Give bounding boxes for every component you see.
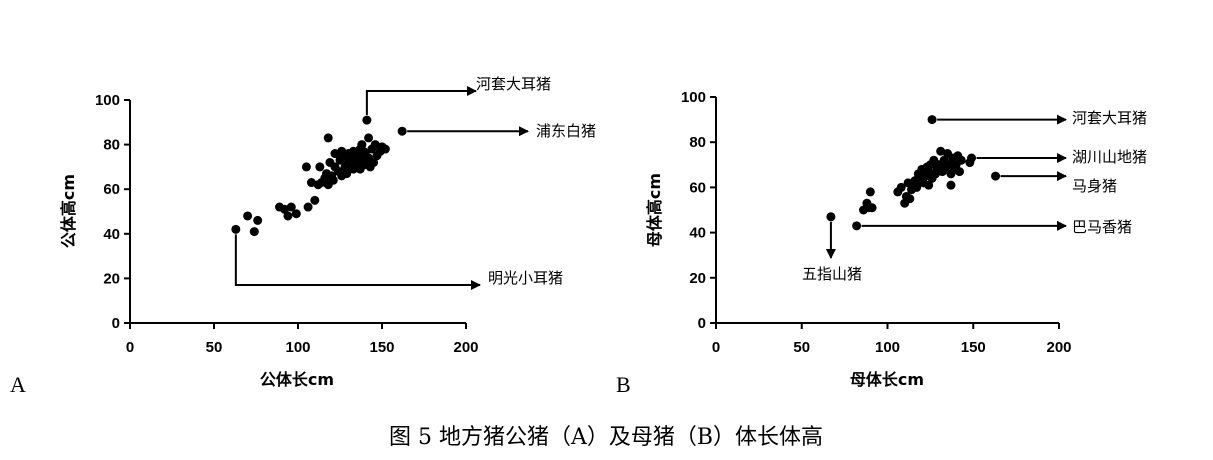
data-point [315, 162, 325, 172]
annotation-label: 巴马香猪 [1072, 218, 1132, 236]
data-point [956, 155, 966, 165]
data-point [342, 169, 352, 179]
x-tick-label: 100 [875, 339, 900, 356]
data-point [364, 133, 374, 143]
data-point [348, 164, 358, 174]
x-tick-label: 0 [712, 339, 720, 356]
data-point [924, 180, 934, 190]
y-tick-label: 20 [103, 270, 120, 287]
chart-a-axes: 0 50 100 150 200 0 20 40 60 80 100 [95, 92, 479, 356]
x-tick-label: 200 [1046, 339, 1071, 356]
annotation-label: 浦东白猪 [536, 122, 596, 140]
y-tick-label: 20 [689, 270, 706, 287]
data-point [231, 224, 241, 234]
data-point [286, 202, 296, 212]
x-tick-label: 150 [369, 339, 394, 356]
y-axis-title: 母体高cm [645, 173, 664, 247]
y-tick-label: 100 [681, 89, 706, 106]
y-tick-label: 40 [103, 226, 120, 243]
chart-b-points [826, 115, 1001, 231]
data-point [924, 167, 934, 177]
chart-a-points [231, 115, 407, 237]
x-axis-title: 母体长cm [850, 370, 924, 389]
annotation-arrow [234, 234, 481, 290]
chart-b-axes: 0 50 100 150 200 0 20 40 60 80 100 [681, 89, 1072, 356]
x-tick-label: 100 [285, 339, 310, 356]
x-axis-title: 公体长cm [260, 370, 334, 389]
data-point [249, 227, 259, 237]
data-point [912, 182, 922, 192]
data-point [927, 115, 937, 125]
data-point [303, 202, 313, 212]
data-point [369, 157, 379, 167]
chart-a-annotations: 河套大耳猪 浦东白猪 明光小耳猪 [234, 75, 596, 290]
panel-label-a: A [10, 372, 26, 397]
y-tick-label: 0 [698, 315, 706, 332]
data-point [310, 195, 320, 205]
chart-a: 0 50 100 150 200 0 20 40 60 80 100 河套大耳猪 浦东白猪 明光小耳… [10, 75, 596, 397]
data-point [253, 215, 263, 225]
chart-b: 0 50 100 150 200 0 20 40 60 80 100 河套大耳猪 湖川山地猪 马身猪… [616, 89, 1147, 397]
data-point [362, 115, 372, 125]
data-point [852, 221, 862, 231]
data-point [936, 146, 946, 156]
data-point [283, 211, 293, 221]
data-point [991, 171, 1001, 181]
y-tick-label: 60 [103, 181, 120, 198]
data-point [380, 144, 390, 154]
data-point [243, 211, 253, 221]
x-tick-label: 50 [793, 339, 810, 356]
data-point [397, 126, 407, 136]
annotation-label: 五指山猪 [802, 265, 862, 283]
y-tick-label: 40 [689, 225, 706, 242]
data-point [896, 182, 906, 192]
y-tick-label: 80 [689, 134, 706, 151]
data-point [291, 209, 301, 219]
figure-caption: 图 5 地方猪公猪（A）及母猪（B）体长体高 [389, 425, 823, 450]
y-axis-title: 公体高cm [59, 174, 78, 248]
y-tick-label: 0 [112, 315, 120, 332]
annotation-label: 马身猪 [1072, 177, 1117, 195]
x-tick-label: 0 [126, 339, 134, 356]
annotation-label: 河套大耳猪 [476, 75, 551, 93]
annotation-label: 河套大耳猪 [1072, 109, 1147, 127]
data-point [328, 175, 338, 185]
data-point [301, 162, 311, 172]
x-tick-label: 200 [453, 339, 478, 356]
data-point [323, 133, 333, 143]
data-point [905, 194, 915, 204]
chart-b-annotations: 河套大耳猪 湖川山地猪 马身猪 巴马香猪 五指山猪 [802, 109, 1147, 283]
y-tick-label: 80 [103, 137, 120, 154]
data-point [967, 153, 977, 163]
panel-label-b: B [616, 372, 631, 397]
data-point [946, 180, 956, 190]
data-point [867, 203, 877, 213]
x-tick-label: 150 [961, 339, 986, 356]
annotation-label: 湖川山地猪 [1072, 148, 1147, 166]
y-tick-label: 60 [689, 179, 706, 196]
y-tick-label: 100 [95, 92, 120, 109]
data-point [865, 187, 875, 197]
x-tick-label: 50 [206, 339, 223, 356]
annotation-arrow [365, 86, 477, 116]
annotation-label: 明光小耳猪 [488, 269, 563, 287]
data-point [955, 167, 965, 177]
data-point [826, 212, 836, 222]
